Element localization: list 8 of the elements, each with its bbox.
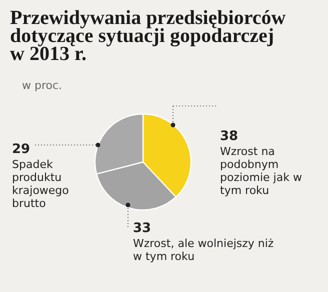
- slice-label: Spadek produktu krajowego brutto: [12, 158, 70, 210]
- chart-title: Przewidywania przedsiębiorców dotyczące sytuacji gopodarczej w 2013 r.: [10, 7, 286, 65]
- data-label: 38: [220, 129, 238, 144]
- data-label: 29: [12, 142, 30, 157]
- chart-subtitle: w proc.: [22, 79, 62, 92]
- data-label: 33: [133, 221, 152, 236]
- slice-label: Wzrost na podobnym poziomie jak w tym roku: [220, 145, 302, 197]
- slice-label: Wzrost, ale wolniejszy niż w tym roku: [133, 237, 274, 263]
